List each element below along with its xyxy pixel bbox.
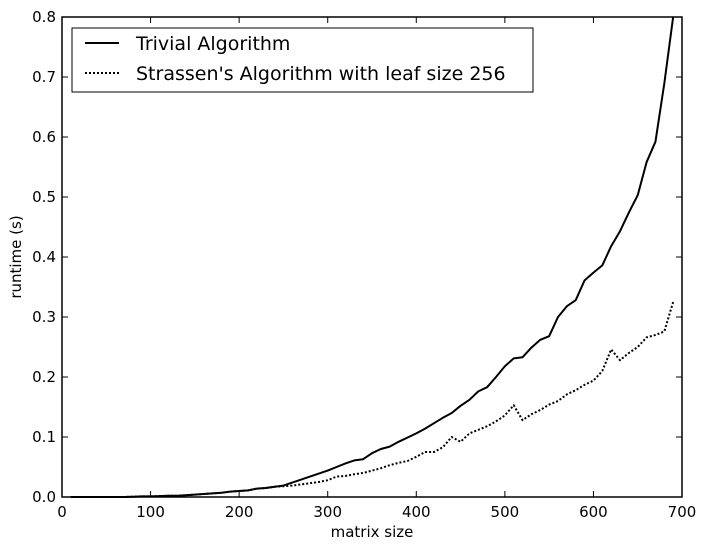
y-tick-label: 0.8 bbox=[32, 8, 56, 26]
ticks-layer: 0 100 200 300 400 500 600 700 0.0 0.1 0.2 0.3 0.4 0.5… bbox=[32, 8, 696, 521]
legend-label-strassen: Strassen's Algorithm with leaf size 256 bbox=[136, 63, 506, 85]
legend-label-trivial: Trivial Algorithm bbox=[135, 33, 290, 55]
y-tick-label: 0.1 bbox=[32, 428, 56, 446]
y-tick-label: 0.6 bbox=[32, 128, 56, 146]
x-tick-label: 400 bbox=[402, 503, 431, 521]
y-tick-label: 0.4 bbox=[32, 248, 56, 266]
x-tick-label: 100 bbox=[136, 503, 165, 521]
y-tick-label: 0.2 bbox=[32, 368, 56, 386]
series-layer bbox=[70, 16, 675, 498]
y-tick-label: 0.7 bbox=[32, 68, 56, 86]
legend-box bbox=[71, 27, 534, 93]
series-line-1 bbox=[70, 301, 675, 498]
y-tick-label: 0.5 bbox=[32, 188, 56, 206]
x-tick-label: 600 bbox=[579, 503, 608, 521]
y-tick-label: 0.3 bbox=[32, 308, 56, 326]
legend: Trivial Algorithm Strassen's Algorithm w… bbox=[71, 27, 534, 93]
y-tick-label: 0.0 bbox=[32, 488, 56, 506]
x-tick-label: 500 bbox=[491, 503, 520, 521]
x-tick-label: 0 bbox=[57, 503, 67, 521]
x-tick-label: 300 bbox=[313, 503, 342, 521]
y-axis-label: runtime (s) bbox=[7, 215, 25, 298]
x-tick-label: 700 bbox=[668, 503, 697, 521]
x-tick-label: 200 bbox=[225, 503, 254, 521]
x-axis-label: matrix size bbox=[331, 523, 414, 541]
